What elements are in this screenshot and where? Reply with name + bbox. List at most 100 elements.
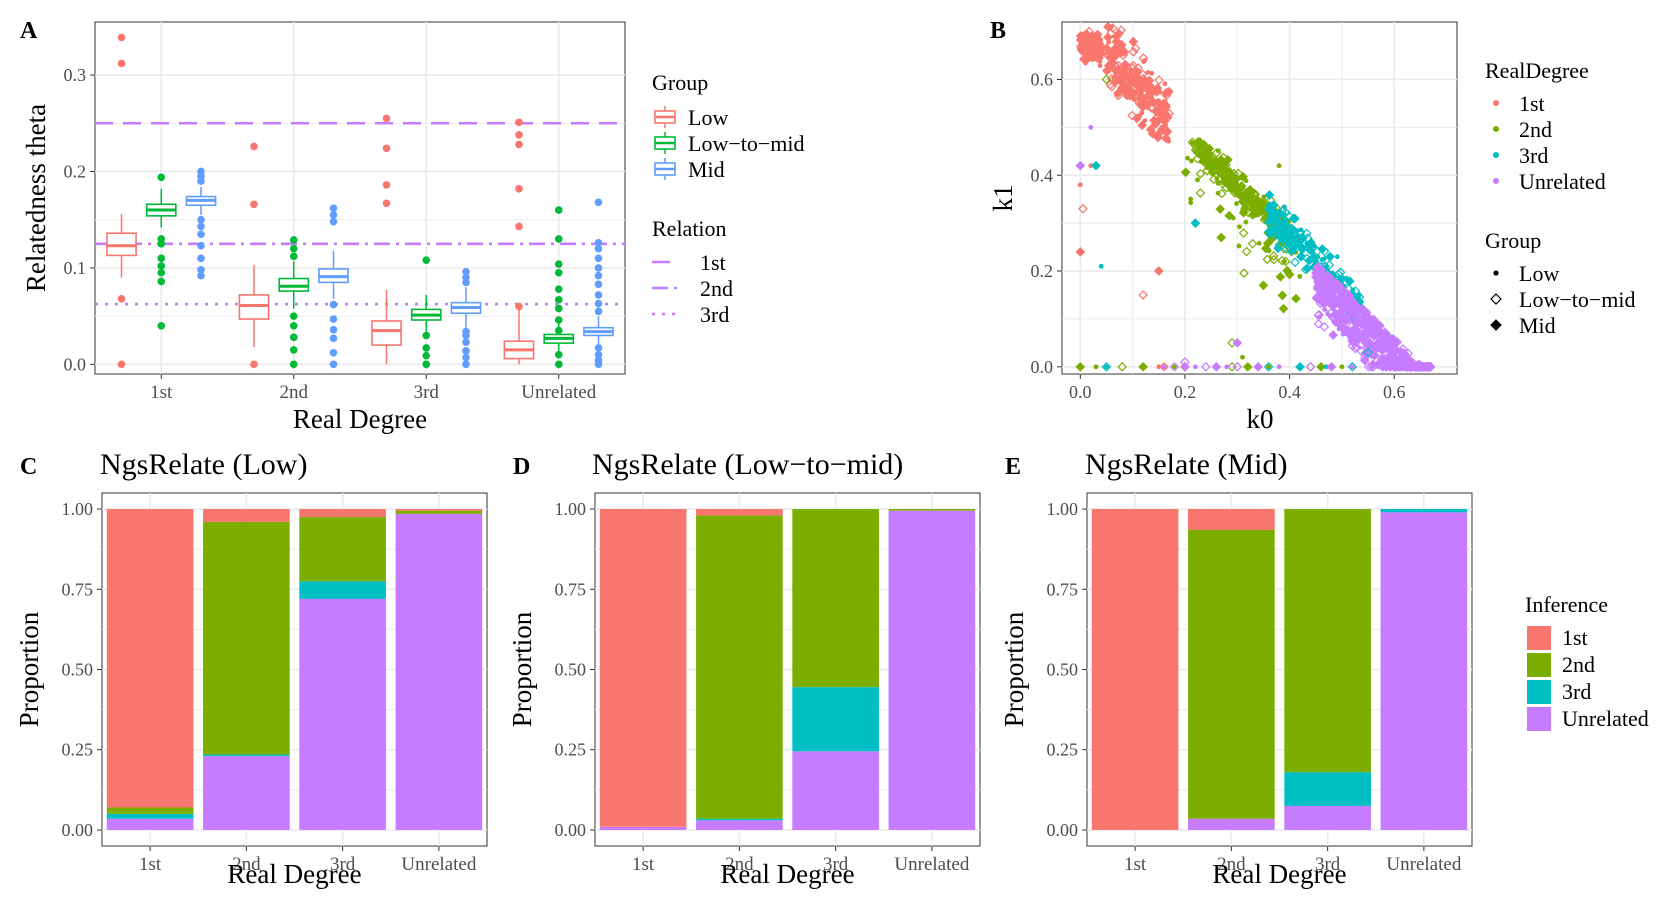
point-2nd — [1242, 361, 1253, 372]
legend-label: 3rd — [1562, 679, 1591, 704]
point-3rd — [1287, 245, 1297, 256]
box-lowmid-2 — [278, 236, 310, 369]
box-outlier — [117, 59, 126, 68]
box-outlier — [289, 360, 298, 369]
bars — [1091, 509, 1468, 830]
box-lowmid-3 — [410, 256, 442, 369]
point-1st — [1166, 138, 1171, 144]
point-unrelated — [1161, 364, 1167, 370]
point-1st — [1162, 99, 1168, 105]
bar-segment-1st — [599, 509, 687, 827]
point-unrelated — [1353, 318, 1364, 329]
legend-label: 3rd — [700, 302, 729, 327]
box-low-3 — [371, 114, 402, 365]
bar-segment-unrelated — [395, 513, 483, 830]
box-outlier — [594, 307, 603, 316]
point-1st — [1083, 53, 1094, 63]
legend-item-shape-1: Low — [1493, 261, 1559, 286]
box-outlier — [554, 350, 563, 359]
box-outlier — [554, 295, 563, 304]
box-outlier — [594, 271, 603, 280]
legend-item-group-mid: Mid — [654, 157, 725, 182]
point-1st — [1145, 124, 1156, 135]
point-1st — [1078, 203, 1088, 214]
point-1st — [1075, 247, 1086, 257]
box-outlier — [594, 280, 603, 289]
point-3rd — [1267, 205, 1278, 216]
legend-item-third: 3rd — [1493, 143, 1548, 168]
legend-item-inference-first: 1st — [1527, 625, 1588, 650]
point-3rd — [1288, 213, 1299, 224]
box-outlier — [462, 278, 470, 287]
point-1st — [1156, 364, 1162, 370]
box-outlier — [462, 353, 470, 362]
legend-key-dot — [1493, 152, 1499, 158]
point-unrelated — [1338, 312, 1349, 323]
point-1st — [1153, 266, 1164, 276]
point-2nd — [1101, 74, 1112, 85]
legend-item-inference-unrelated: Unrelated — [1527, 706, 1649, 731]
legend-label: 1st — [1562, 625, 1588, 650]
point-unrelated — [1305, 361, 1316, 372]
point-unrelated — [1315, 285, 1326, 295]
point-2nd — [1215, 204, 1226, 214]
x-tick-label: Unrelated — [401, 854, 476, 875]
box-outlier — [197, 230, 205, 238]
point-unrelated — [1313, 264, 1323, 274]
box-outlier — [462, 360, 470, 369]
legend-item-relation-1: 1st — [652, 250, 726, 275]
box-outlier — [594, 198, 603, 207]
bar-segment-unrelated — [203, 756, 290, 830]
y-tick-label: 0.25 — [62, 740, 94, 760]
x-ticks: 1st 2nd 3rd Unrelated — [1124, 846, 1462, 875]
point-1st — [1159, 361, 1169, 372]
box-outlier — [594, 291, 603, 299]
bar-segment-3rd — [696, 818, 783, 821]
point-2nd — [1215, 190, 1221, 196]
point-1st — [1134, 93, 1145, 103]
box-low-2 — [238, 142, 270, 369]
legend-key-swatch — [1527, 680, 1551, 704]
point-2nd — [1208, 167, 1218, 178]
point-3rd — [1308, 249, 1314, 255]
box-outlier — [197, 266, 205, 274]
point-3rd — [1356, 292, 1362, 298]
point-1st — [1103, 21, 1113, 32]
point-3rd — [1315, 254, 1321, 260]
legend-item-unrelated: Unrelated — [1493, 169, 1606, 194]
y-tick-label: 1.00 — [62, 499, 94, 519]
x-tick-label: Unrelated — [894, 854, 969, 875]
y-tick-label: 0.75 — [62, 579, 94, 599]
box-outlier — [157, 173, 166, 182]
y-axis-label: Proportion — [507, 611, 537, 727]
point-unrelated — [1331, 308, 1341, 319]
x-tick-label: 3rd — [330, 854, 356, 875]
bar-segment-3rd — [106, 813, 194, 819]
box-outlier — [329, 204, 338, 212]
panel-d: D NgsRelate (Low−to−mid) 0.00 0.25 0.50 0.7… — [507, 448, 981, 889]
point-2nd — [1277, 255, 1287, 266]
box-outlier — [329, 315, 338, 323]
point-1st — [1136, 83, 1147, 94]
x-ticks: 1st 2nd 3rd Unrelated — [632, 846, 970, 875]
y-tick-label: 0.00 — [1047, 820, 1079, 840]
legend-label: 1st — [700, 250, 726, 275]
x-tick-label: 3rd — [1315, 854, 1341, 875]
point-unrelated — [1377, 364, 1383, 370]
point-1st — [1144, 75, 1155, 86]
box-outlier — [197, 241, 205, 250]
point-unrelated — [1406, 364, 1412, 370]
y-ticks: 0.00 0.25 0.50 0.75 1.00 — [555, 499, 595, 840]
point-2nd — [1278, 303, 1289, 314]
point-2nd — [1223, 154, 1233, 165]
point-3rd — [1312, 243, 1317, 249]
x-tick-label: 1st — [150, 382, 173, 403]
y-tick-label: 0.50 — [62, 660, 94, 680]
point-1st — [1162, 112, 1173, 123]
point-1st — [1094, 50, 1105, 60]
panel-d-label: D — [513, 454, 530, 480]
y-tick-label: 0.25 — [1047, 740, 1079, 760]
point-unrelated — [1349, 364, 1355, 370]
point-1st — [1118, 79, 1124, 85]
